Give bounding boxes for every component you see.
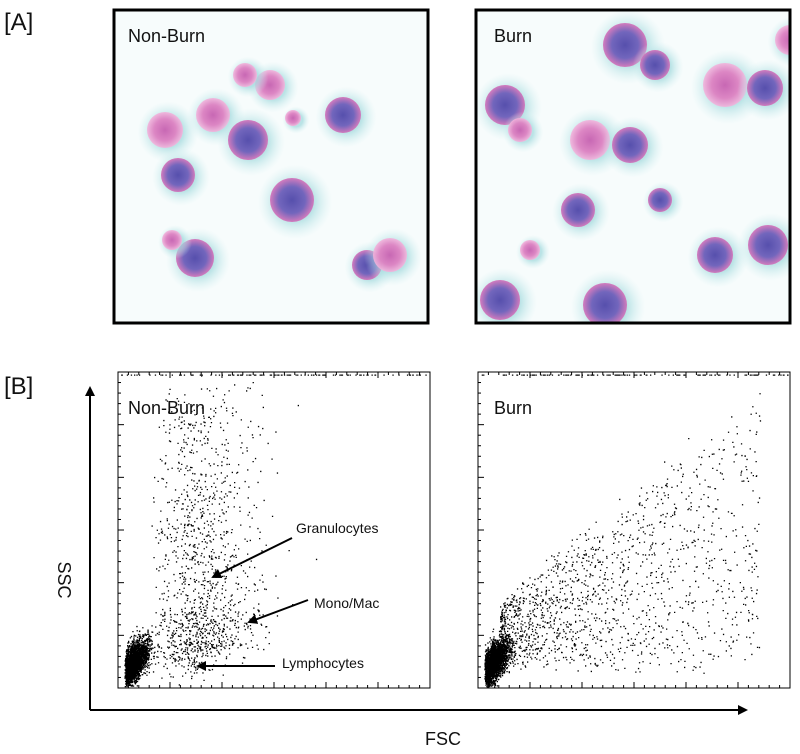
cell	[162, 230, 182, 250]
frame	[112, 8, 430, 325]
cell	[747, 70, 783, 106]
cell	[703, 63, 747, 107]
panel-label: [B]	[4, 373, 33, 400]
annotation: Mono/Mac	[314, 595, 379, 611]
cell	[775, 25, 790, 55]
cell	[697, 237, 733, 273]
cell	[480, 280, 520, 320]
micrograph	[114, 10, 428, 323]
frame	[474, 8, 792, 325]
cell	[161, 158, 195, 192]
cell	[640, 50, 670, 80]
cell	[270, 178, 314, 222]
cell	[325, 97, 361, 133]
panel-title: Non-Burn	[128, 398, 205, 418]
cell	[233, 63, 257, 87]
cell	[373, 238, 407, 272]
cell	[285, 110, 301, 126]
arrow	[211, 537, 293, 578]
arrow	[247, 599, 309, 624]
annotation: Granulocytes	[296, 520, 378, 536]
cell	[570, 120, 610, 160]
panel-label: [A]	[4, 9, 33, 36]
cell	[508, 118, 532, 142]
cell	[583, 283, 627, 323]
panel-title: Non-Burn	[128, 26, 205, 46]
cell	[612, 127, 648, 163]
cell	[228, 120, 268, 160]
cell	[196, 98, 230, 132]
cell	[648, 188, 672, 212]
x-axis-label: FSC	[425, 729, 461, 749]
panel-title: Burn	[494, 398, 532, 418]
micrograph	[476, 10, 790, 323]
cell	[147, 112, 183, 148]
scatter-plot	[117, 371, 431, 689]
scatter-plot	[477, 371, 791, 689]
cell	[520, 240, 540, 260]
annotation: Lymphocytes	[282, 655, 364, 671]
cell	[748, 225, 788, 265]
cell	[561, 193, 595, 227]
panel-title: Burn	[494, 26, 532, 46]
y-axis-label: SSC	[54, 561, 74, 598]
